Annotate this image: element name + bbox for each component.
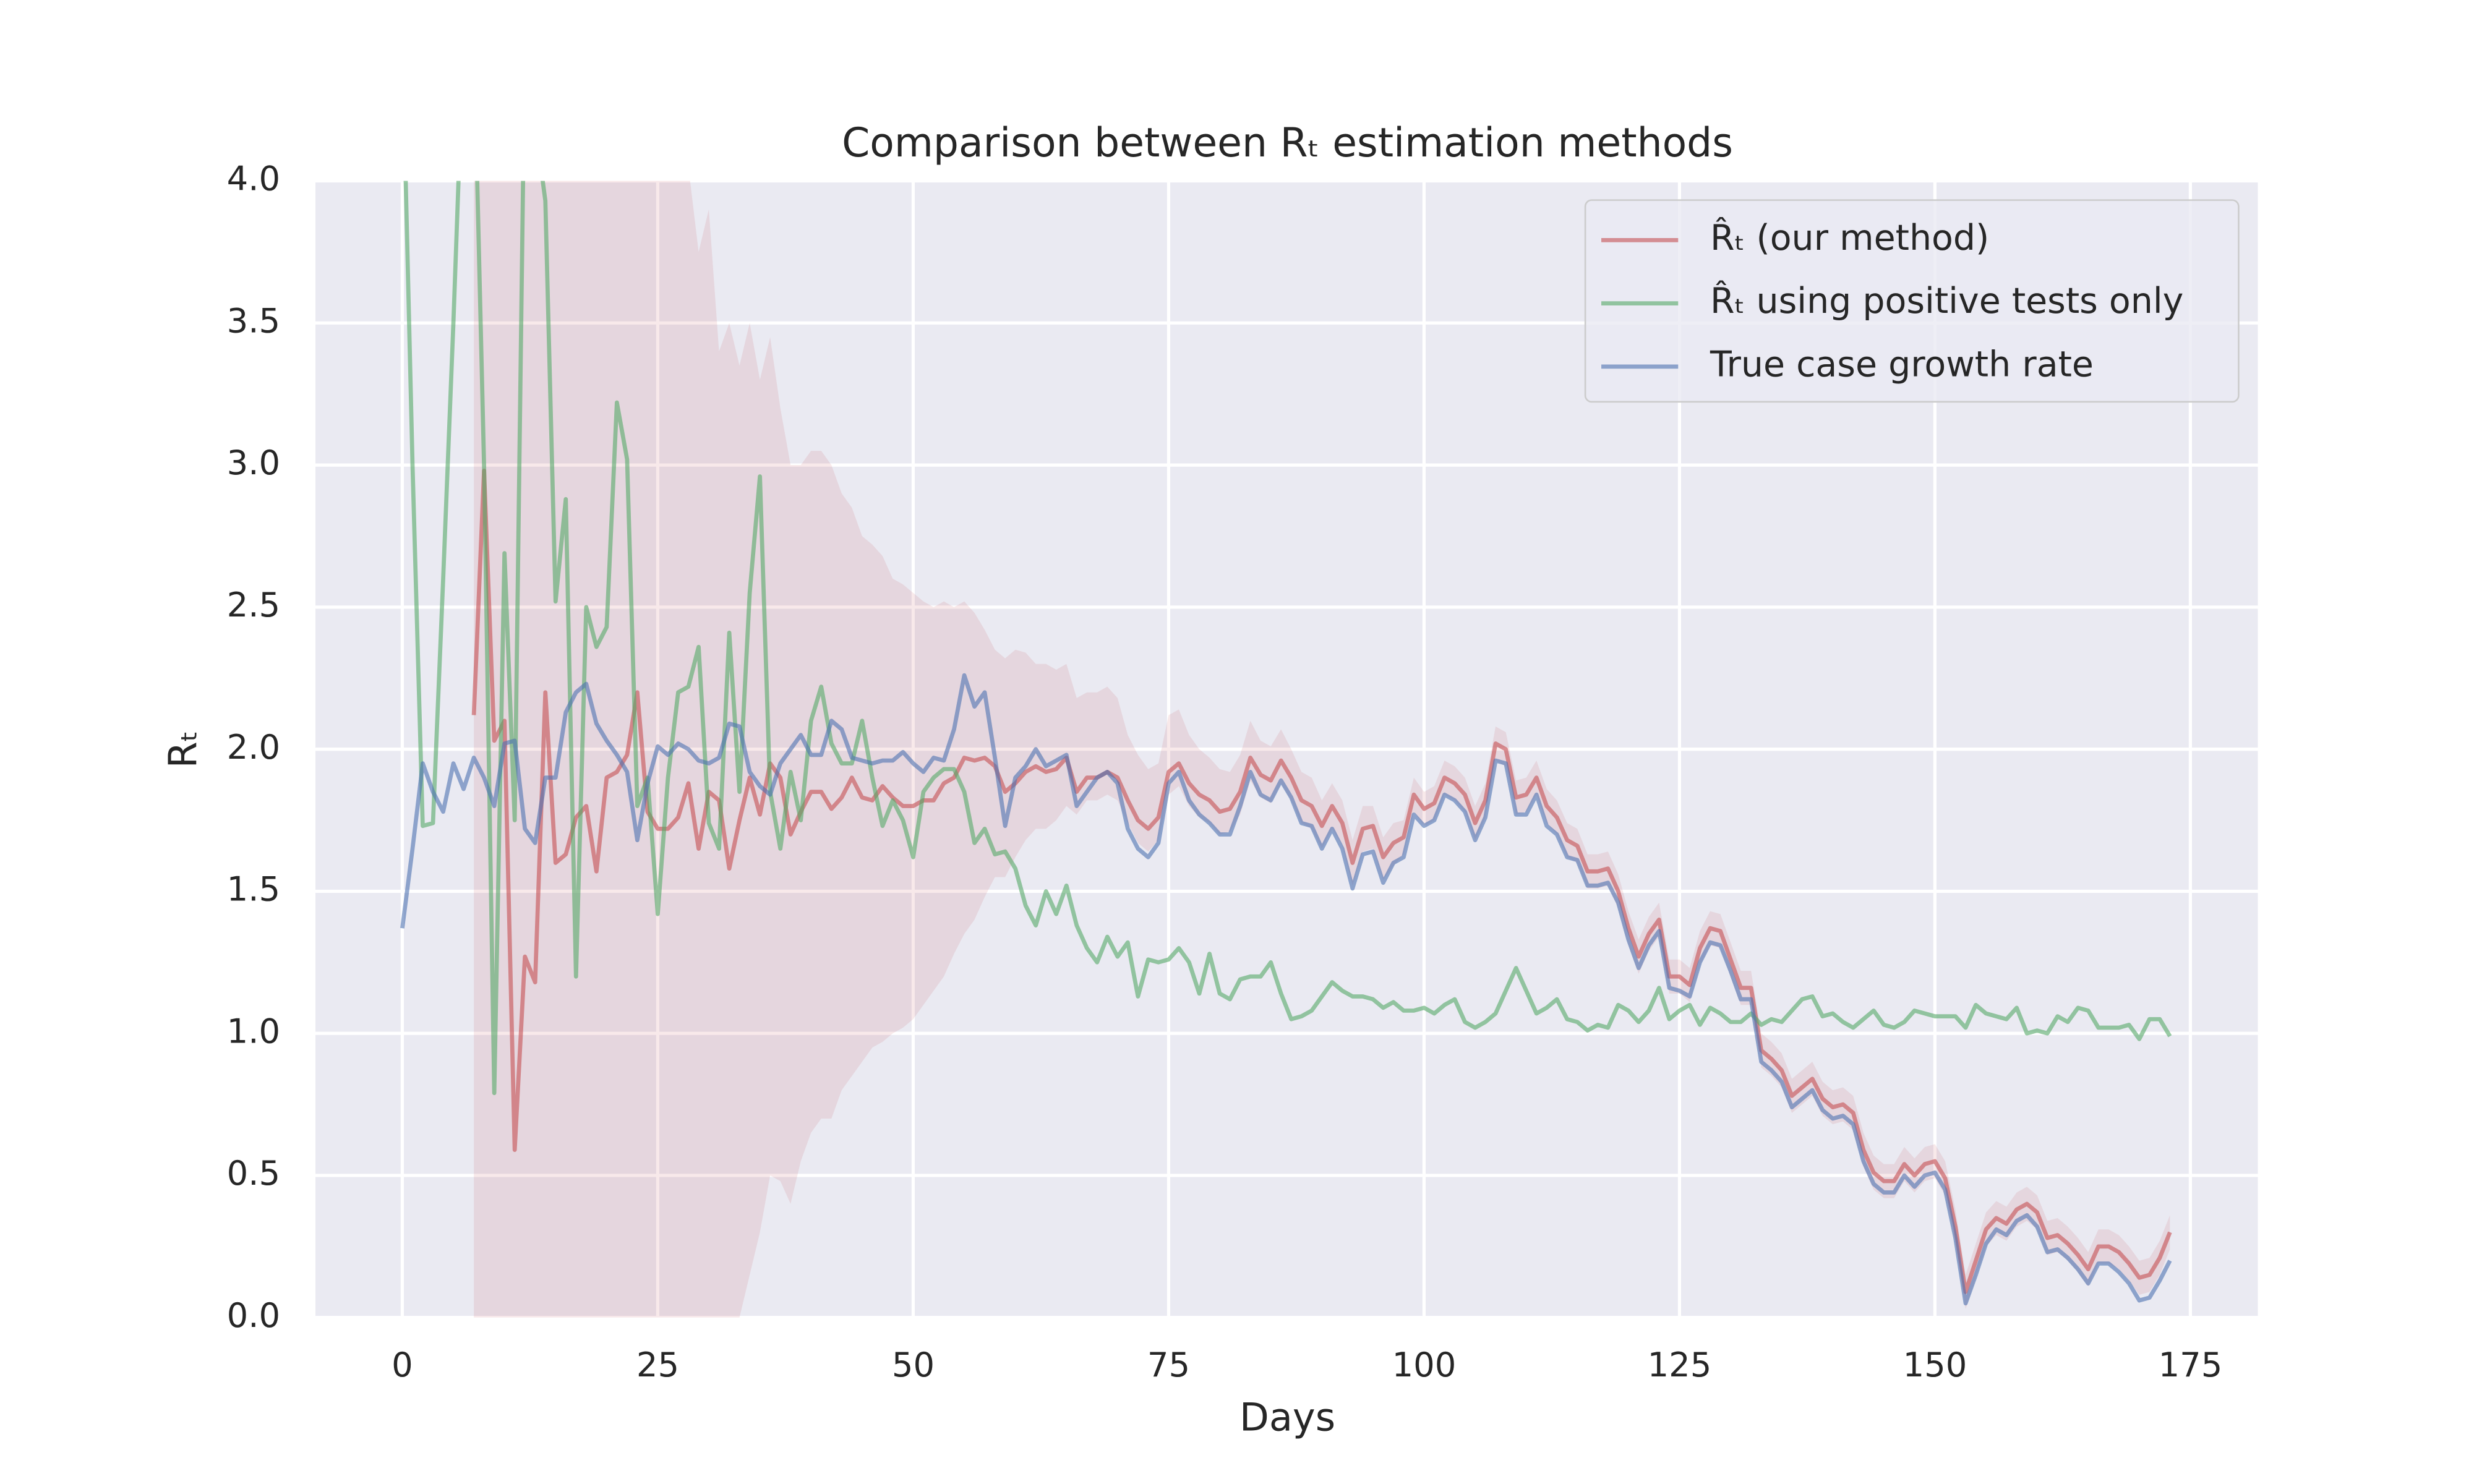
x-tick-label: 125 [1648,1345,1712,1384]
x-tick-label: 175 [2159,1345,2223,1384]
x-tick-label: 0 [392,1345,413,1384]
y-tick-label: 4.0 [227,160,280,198]
x-tick-label: 150 [1903,1345,1967,1384]
plot-area [400,181,2172,1318]
y-tick-label: 0.0 [227,1296,280,1335]
x-tick-label: 50 [892,1345,935,1384]
axes: 0 25 50 75 100 125 150 175 0.0 0.5 1.0 1.5 2.0 2.5 3.0… [227,160,2223,1384]
legend: R̂ₜ (our method) R̂ₜ using positive tests… [1584,199,2240,403]
y-tick-label: 2.5 [227,586,280,625]
chart-title: Comparison between Rₜ estimation methods [842,120,1733,166]
x-tick-label: 100 [1392,1345,1457,1384]
series-line [400,673,2172,1306]
legend-label: True case growth rate [1710,344,2094,385]
y-tick-label: 0.5 [227,1154,280,1193]
y-tick-label: 3.0 [227,443,280,482]
y-tick-label: 2.0 [227,728,280,767]
x-axis-label: Days [1239,1395,1335,1440]
y-tick-label: 3.5 [227,301,280,340]
legend-box [1584,199,2240,403]
y-tick-label: 1.0 [227,1012,280,1051]
legend-label: R̂ₜ (our method) [1710,217,1989,258]
x-tick-label: 75 [1147,1345,1190,1384]
x-tick-label: 25 [636,1345,679,1384]
y-tick-label: 1.5 [227,870,280,909]
y-axis-label: Rₜ [160,730,205,769]
confidence-band [474,181,2170,1318]
legend-label: R̂ₜ using positive tests only [1710,280,2183,322]
series-line [471,468,2172,1294]
series-line [403,181,2172,1096]
